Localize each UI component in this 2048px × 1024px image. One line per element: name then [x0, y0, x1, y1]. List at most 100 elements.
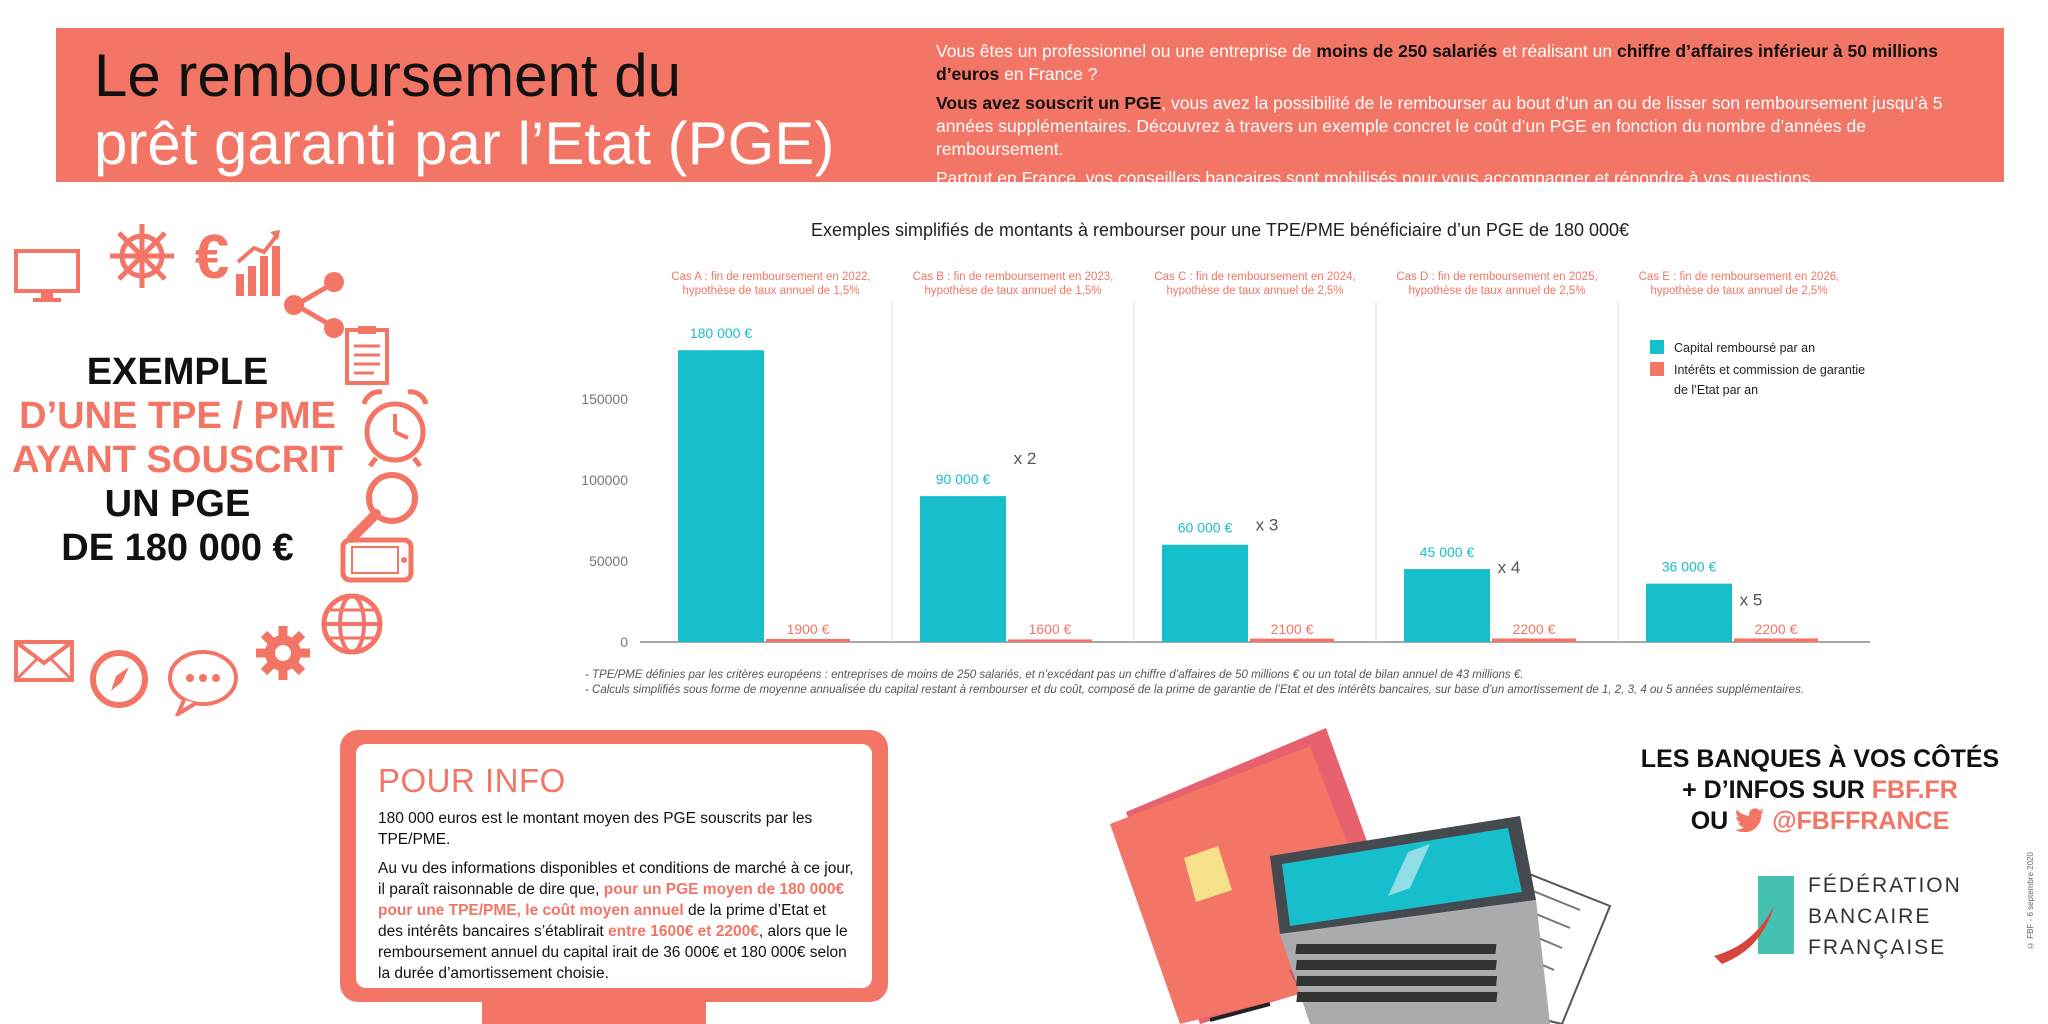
compass-icon	[88, 648, 150, 710]
category-label: Cas E : fin de remboursement en 2026,	[1639, 271, 1840, 283]
magnifier-icon	[344, 466, 424, 546]
capital-value-label: 36 000 €	[1662, 559, 1717, 575]
twitter-handle-link[interactable]: @FBFFRANCE	[1772, 807, 1950, 835]
banks-line-2: + D’INFOS SUR FBF.FR	[1640, 775, 2000, 806]
share-icon	[282, 270, 348, 340]
info-monitor-frame: POUR INFO 180 000 euros est le montant m…	[340, 730, 888, 1002]
category-label: Cas A : fin de remboursement en 2022,	[671, 271, 870, 283]
fbf-logo: FÉDÉRATION BANCAIRE FRANÇAISE	[1712, 870, 2012, 970]
capital-value-label: 180 000 €	[690, 325, 752, 341]
twitter-icon	[1735, 807, 1772, 835]
globe-icon	[318, 590, 386, 658]
euro-icon: €	[194, 222, 230, 292]
footnote-1: - TPE/PME définies par les critères euro…	[585, 669, 1524, 681]
chart-title: Exemples simplifiés de montants à rembou…	[810, 220, 1630, 240]
fbf-line-3: FRANÇAISE	[1808, 936, 1947, 959]
category-label: Cas C : fin de remboursement en 2024,	[1154, 271, 1355, 283]
interest-value-label: 2200 €	[1513, 621, 1556, 637]
category-label: hypothèse de taux annuel de 2,5%	[1166, 285, 1343, 297]
category-label: Cas B : fin de remboursement en 2023,	[913, 271, 1114, 283]
category-label: hypothèse de taux annuel de 2,5%	[1408, 285, 1585, 297]
y-tick-label: 0	[620, 634, 628, 650]
interest-bar	[1250, 638, 1334, 642]
category-label: Cas D : fin de remboursement en 2025,	[1396, 271, 1597, 283]
gear-icon	[252, 622, 314, 684]
page-title: Le remboursement du prêt garanti par l’E…	[94, 42, 914, 178]
intro-p1-e: en France ?	[999, 64, 1098, 84]
footnote-2: - Calculs simplifiés sous forme de moyen…	[585, 684, 1805, 696]
example-line-3: AYANT SOUSCRIT	[12, 439, 343, 481]
fbf-line-2: BANCAIRE	[1808, 905, 1932, 928]
banks-line-2-text: + D’INFOS SUR	[1682, 776, 1872, 804]
legend-swatch	[1650, 362, 1664, 376]
y-tick-label: 100000	[581, 472, 628, 488]
y-tick-label: 50000	[589, 553, 628, 569]
info-panel: POUR INFO 180 000 euros est le montant m…	[356, 744, 872, 988]
intro-text: Vous êtes un professionnel ou une entrep…	[936, 40, 1986, 196]
fbf-logo-mark	[1714, 876, 1794, 964]
legend-swatch	[1650, 340, 1664, 354]
header-banner: Le remboursement du prêt garanti par l’E…	[56, 28, 2004, 188]
example-line-1: EXEMPLE	[86, 351, 269, 393]
title-line-1: Le remboursement du	[94, 42, 681, 109]
ship-wheel-icon	[106, 220, 178, 292]
envelope-icon	[12, 638, 76, 684]
info-p2-e: , alors que le remboursement annuel du c…	[378, 923, 848, 982]
fbf-name: FÉDÉRATION BANCAIRE FRANÇAISE	[1808, 870, 1962, 963]
intro-p1-b: moins de 250 salariés	[1316, 41, 1498, 61]
info-p2-a: Au vu des informations disponibles et co…	[378, 860, 854, 898]
title-line-2: prêt garanti par l’Etat (PGE)	[94, 110, 835, 177]
info-paragraph-1: 180 000 euros est le montant moyen des P…	[378, 810, 813, 848]
example-heading: EXEMPLE D’UNE TPE / PME AYANT SOUSCRIT U…	[10, 350, 345, 570]
y-tick-label: 150000	[581, 391, 628, 407]
intro-paragraph-2: Vous avez souscrit un PGE, vous avez la …	[936, 92, 1986, 161]
category-label: hypothèse de taux annuel de 1,5%	[682, 285, 859, 297]
chart-svg: 0 50000 100000 150000 Cas A : fin de rembour…	[581, 271, 1870, 650]
banks-block: LES BANQUES À VOS CÔTÉS + D’INFOS SUR FB…	[1640, 744, 2000, 837]
capital-bar	[920, 496, 1006, 642]
legend-label: Intérêts et commission de garantie	[1674, 363, 1865, 377]
info-paragraph-2: Au vu des informations disponibles et co…	[378, 858, 854, 984]
interest-bar	[1008, 639, 1092, 642]
capital-value-label: 90 000 €	[936, 471, 991, 487]
interest-value-label: 2200 €	[1755, 621, 1798, 637]
interest-value-label: 2100 €	[1271, 621, 1314, 637]
info-monitor-stand	[482, 1002, 706, 1024]
multiplier-label: x 3	[1256, 516, 1279, 535]
info-title: POUR INFO	[378, 762, 566, 799]
legend-label: de l’Etat par an	[1674, 383, 1758, 397]
bar-chart: 0 50000 100000 150000 Cas A : fin de rembour…	[580, 262, 1890, 662]
monitor-icon	[12, 246, 82, 306]
capital-value-label: 45 000 €	[1420, 544, 1475, 560]
category-label: hypothèse de taux annuel de 1,5%	[924, 285, 1101, 297]
clipboard-icon	[342, 322, 392, 388]
capital-bar	[1646, 583, 1732, 642]
capital-bar	[1162, 544, 1248, 642]
smartphone-icon	[340, 536, 414, 584]
capital-value-label: 60 000 €	[1178, 520, 1233, 536]
intro-p1-c: et réalisant un	[1497, 41, 1618, 61]
intro-p2-a: Vous avez souscrit un PGE	[936, 93, 1162, 113]
chart-footnotes: - TPE/PME définies par les critères euro…	[585, 668, 1985, 698]
multiplier-label: x 4	[1498, 558, 1521, 577]
interest-bar	[1492, 638, 1576, 642]
website-link[interactable]: FBF.FR	[1871, 776, 1958, 804]
banks-line-3-text: OU	[1690, 807, 1736, 835]
example-line-5: DE 180 000 €	[61, 527, 294, 569]
legend-label: Capital remboursé par an	[1674, 341, 1815, 355]
category-label: hypothèse de taux annuel de 2,5%	[1650, 285, 1827, 297]
banks-line-3: OU @FBFFRANCE	[1640, 806, 2000, 837]
capital-bar	[678, 350, 764, 642]
multiplier-label: x 5	[1740, 591, 1763, 610]
alarm-clock-icon	[358, 386, 432, 470]
banks-line-1: LES BANQUES À VOS CÔTÉS	[1640, 745, 2000, 773]
interest-bar	[1734, 638, 1818, 642]
interest-value-label: 1900 €	[787, 621, 830, 637]
intro-p1-d: chiffre d’affaires inférieur à 50 millio…	[936, 41, 1938, 84]
capital-bar	[1404, 569, 1490, 642]
intro-paragraph-1: Vous êtes un professionnel ou une entrep…	[936, 40, 1986, 86]
interest-bar	[766, 638, 850, 642]
icon-cluster: €	[0, 210, 440, 730]
intro-p1-a: Vous êtes un professionnel ou une entrep…	[936, 41, 1317, 61]
